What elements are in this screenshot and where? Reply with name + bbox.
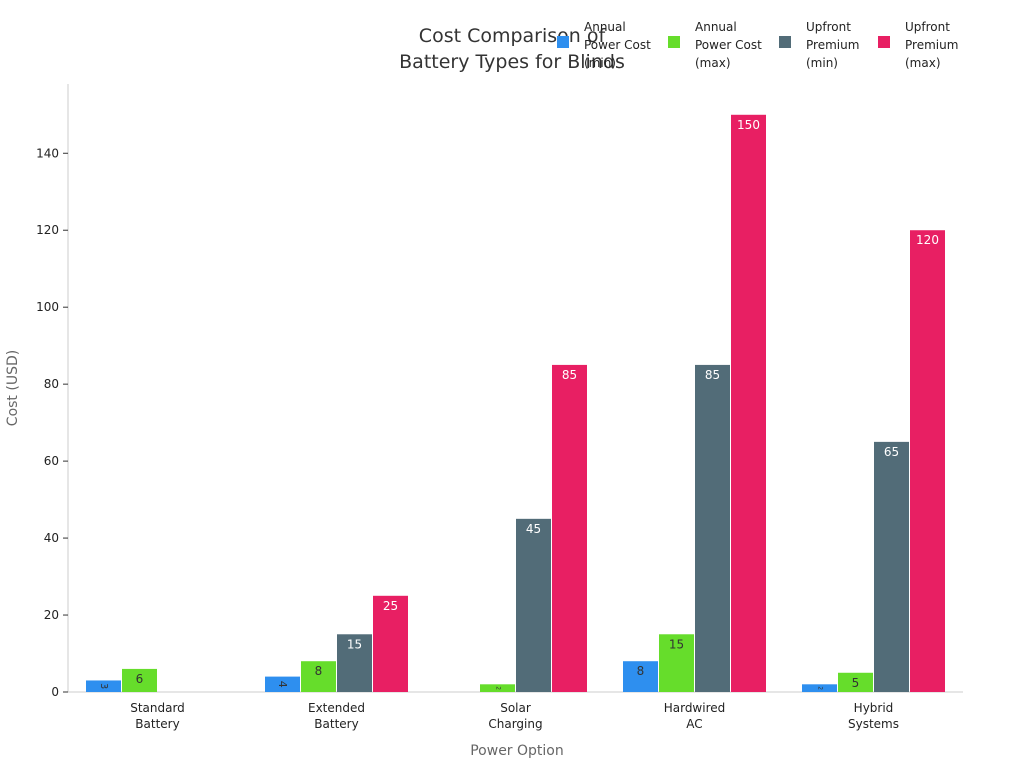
legend-label-line: (min) bbox=[806, 56, 838, 70]
x-tick-label: Hybrid Systems bbox=[848, 701, 899, 731]
bar-value-label: 85 bbox=[705, 368, 720, 382]
legend-item: Annual Power Cost (min) bbox=[557, 20, 651, 70]
bar bbox=[337, 634, 372, 692]
legend-label: Annual Power Cost (min) bbox=[584, 20, 651, 70]
bar bbox=[516, 518, 551, 692]
legend-label-line: (max) bbox=[695, 56, 731, 70]
y-tick-label: 80 bbox=[44, 377, 59, 391]
y-tick-label: 0 bbox=[51, 685, 59, 699]
x-tick-label: Extended Battery bbox=[308, 701, 365, 731]
y-tick-label: 60 bbox=[44, 454, 59, 468]
bar bbox=[552, 364, 587, 692]
y-tick-label: 20 bbox=[44, 608, 59, 622]
bar bbox=[874, 441, 909, 692]
legend-swatch bbox=[668, 36, 680, 48]
x-tick-label-line: AC bbox=[686, 717, 702, 731]
chart-bars bbox=[86, 114, 945, 693]
bar bbox=[480, 684, 515, 692]
x-tick-label-line: Charging bbox=[488, 717, 542, 731]
y-tick-label: 140 bbox=[36, 146, 59, 160]
bar-value-label: 2 bbox=[817, 686, 823, 690]
bar bbox=[838, 672, 873, 692]
legend-label-line: (min) bbox=[584, 56, 616, 70]
x-tick-label-line: Battery bbox=[135, 717, 179, 731]
x-tick-label: Hardwired AC bbox=[664, 701, 726, 731]
x-tick-label-line: Hybrid bbox=[854, 701, 894, 715]
bar bbox=[731, 114, 766, 693]
bar-value-label: 6 bbox=[136, 672, 144, 686]
chart-title-text-line: Cost Comparison of bbox=[419, 25, 607, 47]
bar-value-label: 15 bbox=[669, 637, 684, 651]
bar bbox=[659, 634, 694, 692]
y-tick-label: 120 bbox=[36, 223, 59, 237]
legend-label-line: Premium bbox=[905, 38, 958, 52]
bar-value-label: 3 bbox=[98, 683, 109, 689]
bar bbox=[86, 680, 121, 692]
legend-item: Upfront Premium (max) bbox=[878, 20, 958, 70]
legend-label-line: (max) bbox=[905, 56, 941, 70]
legend-item: Upfront Premium (min) bbox=[779, 20, 859, 70]
chart-legend: Annual Power Cost (min) Annual Power Cost (ma… bbox=[557, 20, 958, 70]
bar-value-label: 4 bbox=[276, 681, 289, 688]
bar bbox=[122, 668, 157, 692]
y-tick-label: 100 bbox=[36, 300, 59, 314]
legend-label-line: Annual bbox=[695, 20, 737, 34]
x-tick-label-line: Extended bbox=[308, 701, 365, 715]
legend-label: Upfront Premium (max) bbox=[905, 20, 958, 70]
bar-value-label: 85 bbox=[562, 368, 577, 382]
legend-label-line: Annual bbox=[584, 20, 626, 34]
legend-label: Upfront Premium (min) bbox=[806, 20, 859, 70]
bar bbox=[695, 364, 730, 692]
bar-value-label: 150 bbox=[737, 118, 760, 132]
bar-value-label: 2 bbox=[495, 686, 501, 690]
x-axis-title: Power Option bbox=[470, 743, 564, 759]
x-tick-label-line: Systems bbox=[848, 717, 899, 731]
x-tick-label-line: Standard bbox=[130, 701, 185, 715]
bar bbox=[301, 661, 336, 692]
bar bbox=[265, 676, 300, 692]
x-tick-label-line: Hardwired bbox=[664, 701, 726, 715]
bar bbox=[910, 230, 945, 692]
legend-swatch bbox=[779, 36, 791, 48]
x-tick-label-line: Solar bbox=[500, 701, 531, 715]
bar-value-label: 65 bbox=[884, 445, 899, 459]
x-tick-label: Solar Charging bbox=[488, 701, 542, 731]
bar bbox=[623, 661, 658, 692]
x-tick-label: Standard Battery bbox=[130, 701, 185, 731]
y-tick-label: 40 bbox=[44, 531, 59, 545]
bar-value-label: 120 bbox=[916, 233, 939, 247]
bar-value-label: 8 bbox=[315, 664, 323, 678]
x-tick-label-line: Battery bbox=[314, 717, 358, 731]
bar bbox=[373, 595, 408, 692]
bar-value-label: 5 bbox=[852, 676, 860, 690]
bar-value-label: 25 bbox=[383, 599, 398, 613]
legend-label-line: Power Cost bbox=[695, 38, 762, 52]
chart-title-text-line: Battery Types for Blinds bbox=[399, 51, 625, 73]
legend-label-line: Premium bbox=[806, 38, 859, 52]
legend-swatch bbox=[878, 36, 890, 48]
legend-label-line: Upfront bbox=[806, 20, 851, 34]
y-axis-title: Cost (USD) bbox=[5, 350, 21, 426]
legend-swatch bbox=[557, 36, 569, 48]
bar bbox=[802, 684, 837, 692]
legend-label: Annual Power Cost (max) bbox=[695, 20, 762, 70]
bar-value-label: 15 bbox=[347, 637, 362, 651]
legend-item: Annual Power Cost (max) bbox=[668, 20, 762, 70]
legend-label-line: Power Cost bbox=[584, 38, 651, 52]
bar-value-label: 8 bbox=[637, 664, 645, 678]
bar-value-label: 45 bbox=[526, 522, 541, 536]
legend-label-line: Upfront bbox=[905, 20, 950, 34]
